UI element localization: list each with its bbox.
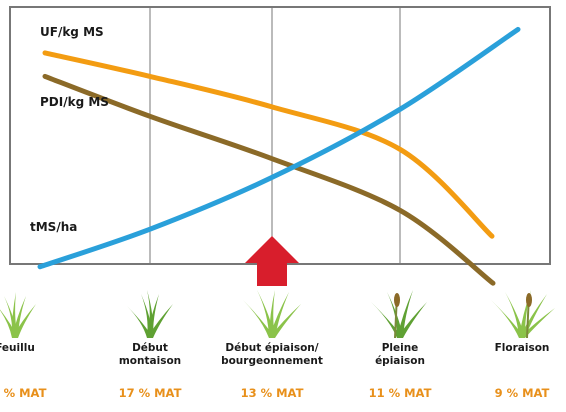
series-line bbox=[42, 50, 495, 239]
grass-spike-icon bbox=[371, 290, 427, 339]
grass-icon bbox=[127, 290, 173, 338]
stage-label: Début montaison bbox=[118, 342, 182, 367]
grass-spike bbox=[526, 293, 532, 307]
stage-debut-epiaison: Début épiaison/ bourgeonnement 13 % MAT bbox=[212, 290, 332, 400]
grass-blade bbox=[12, 304, 36, 338]
stage-feuillu: Feuillu 19 % MAT bbox=[0, 290, 75, 400]
series-labels: UF/kg MS PDI/kg MS tMS/ha bbox=[30, 25, 109, 234]
grass-blade bbox=[127, 306, 153, 338]
stage-mat: 17 % MAT bbox=[118, 386, 182, 400]
grass-icon bbox=[0, 292, 36, 338]
plot-frame bbox=[9, 6, 551, 265]
arrow-shape bbox=[245, 236, 299, 286]
red-up-arrow-icon bbox=[245, 236, 299, 286]
series-label: tMS/ha bbox=[30, 220, 77, 234]
grass-spike-icon bbox=[491, 290, 555, 339]
grass-blade bbox=[11, 292, 18, 338]
grass-blade bbox=[397, 290, 413, 338]
grass-blade bbox=[387, 292, 403, 338]
grass-blade bbox=[269, 304, 301, 338]
stage-floraison: Floraison 9 % MAT bbox=[462, 290, 566, 400]
stage-mat: 19 % MAT bbox=[0, 386, 47, 400]
series-line bbox=[37, 26, 521, 270]
series-label: PDI/kg MS bbox=[40, 95, 109, 109]
grass-blade bbox=[519, 294, 547, 338]
grass-blade bbox=[243, 300, 275, 338]
stage-mat: 13 % MAT bbox=[240, 386, 304, 400]
stage-debut-montaison: Début montaison 17 % MAT bbox=[90, 290, 210, 400]
stage-label: Feuillu bbox=[0, 342, 35, 354]
grass-spike bbox=[394, 293, 400, 307]
grass-blade bbox=[505, 292, 525, 338]
stage-pleine-epiaison: Pleine épiaison 11 % MAT bbox=[340, 290, 460, 400]
series-label: UF/kg MS bbox=[40, 25, 104, 39]
gridlines bbox=[149, 8, 401, 263]
grass-blade bbox=[147, 304, 173, 338]
stage-mat: 9 % MAT bbox=[494, 386, 550, 400]
series-line bbox=[42, 73, 496, 286]
stage-label: Floraison bbox=[494, 342, 550, 354]
grass-blade bbox=[491, 300, 525, 338]
stage-mat: 11 % MAT bbox=[368, 386, 432, 400]
grass-blade bbox=[397, 302, 427, 338]
grass-blade bbox=[269, 292, 289, 338]
stage-label: Pleine épiaison bbox=[375, 342, 425, 367]
grass-blade bbox=[147, 290, 154, 338]
chart: UF/kg MS PDI/kg MS tMS/ha bbox=[9, 6, 551, 286]
series-lines bbox=[37, 26, 521, 286]
grass-icon bbox=[243, 290, 301, 338]
stage-label: Début épiaison/ bourgeonnement bbox=[221, 342, 323, 367]
